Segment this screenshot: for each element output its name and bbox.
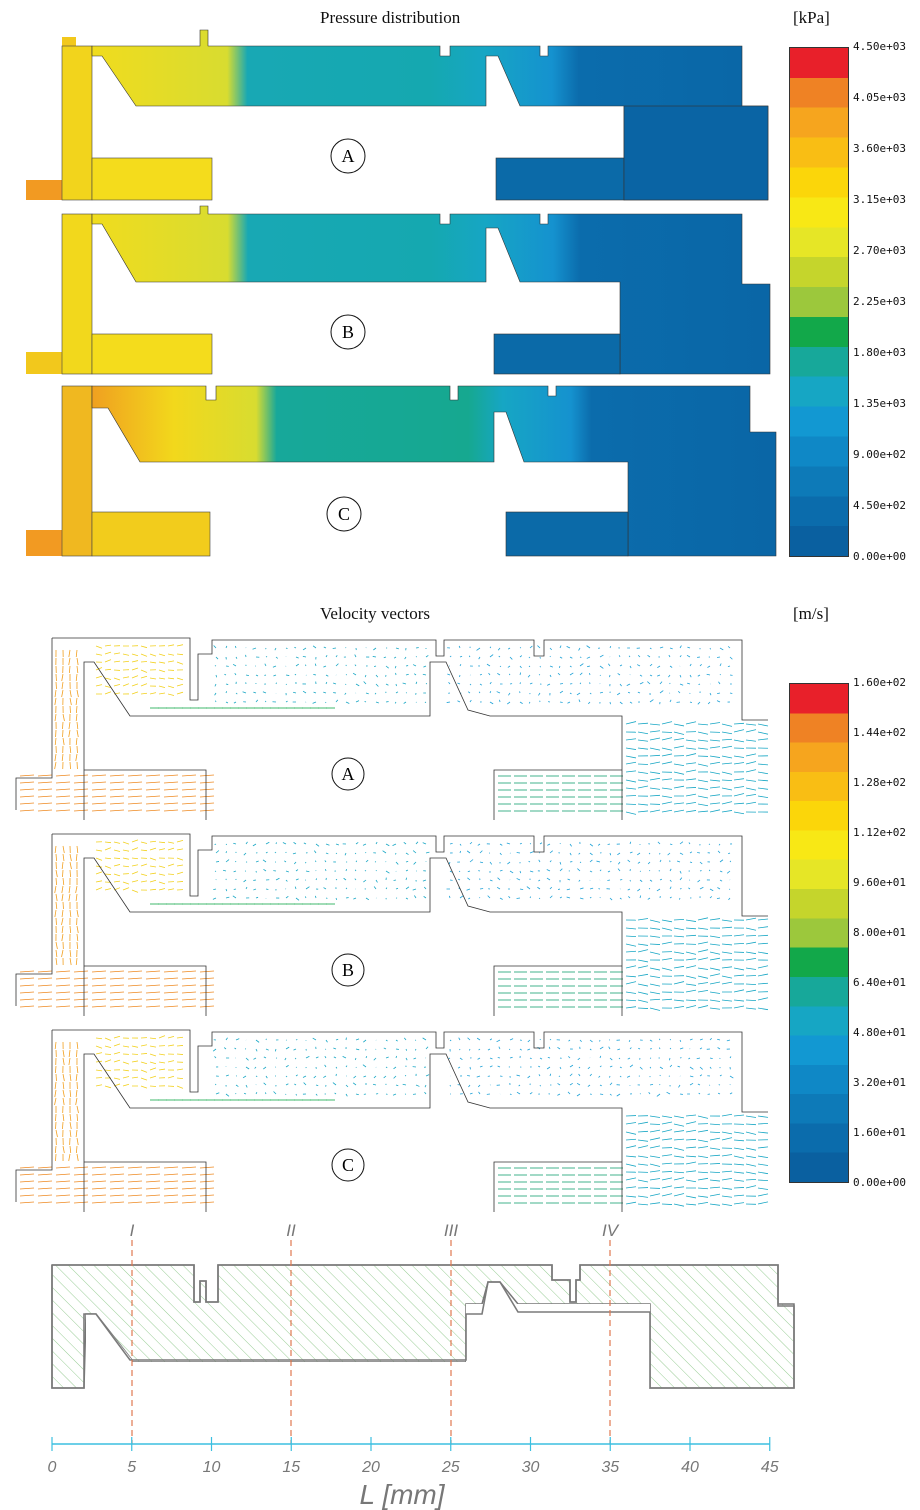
velocity-colorbar [789,683,849,1183]
velocity-label-b: B [342,960,354,980]
axis-tick-label: 15 [282,1459,300,1476]
geometry-profile: I II III IV 0 5 10 15 20 25 30 35 40 45 L [mm] [48,1221,795,1510]
velocity-tick-label: 1.44e+02 [853,726,906,739]
velocity-tick-label: 1.28e+02 [853,776,906,789]
axis-tick-label: 35 [601,1459,619,1476]
pressure-tick-label: 2.25e+03 [853,295,906,308]
pressure-tick-label: 4.50e+03 [853,40,906,53]
velocity-label-c: C [342,1155,354,1175]
velocity-tick-label: 1.60e+02 [853,676,906,689]
velocity-tick-label: 0.00e+00 [853,1176,906,1189]
pressure-plot-a: A [26,29,769,201]
pressure-tick-label: 4.05e+03 [853,91,906,104]
axis-tick-label: 25 [441,1459,460,1476]
pressure-unit: [kPa] [793,8,830,27]
velocity-label-a: A [342,764,355,784]
pressure-plot-b: B [26,205,771,375]
pressure-contour-plots: A B C [26,29,777,557]
velocity-tick-label: 6.40e+01 [853,976,906,989]
section-label: II [286,1221,296,1240]
pressure-label-c: C [338,504,350,524]
velocity-tick-label: 4.80e+01 [853,1026,906,1039]
axis-tick-label: 30 [522,1459,540,1476]
axis-tick-label: 5 [127,1459,136,1476]
axis-tick-label: 0 [48,1459,57,1476]
velocity-tick-label: 3.20e+01 [853,1076,906,1089]
axis-tick-label: 40 [681,1459,699,1476]
pressure-plot-c: C [26,385,777,557]
velocity-tick-label: 8.00e+01 [853,926,906,939]
velocity-tick-label: 1.60e+01 [853,1126,906,1139]
pressure-label-a: A [342,146,355,166]
pressure-tick-label: 3.60e+03 [853,142,906,155]
pressure-title: Pressure distribution [320,8,461,27]
section-label: IV [602,1221,620,1240]
axis-label: L [mm] [359,1479,445,1510]
velocity-vector-plots: A B C [15,637,769,1212]
pressure-tick-label: 2.70e+03 [853,244,906,257]
section-label: III [444,1221,458,1240]
axis-tick-label: 45 [761,1459,779,1476]
velocity-tick-label: 1.12e+02 [853,826,906,839]
pressure-colorbar [789,47,849,557]
section-label: I [130,1221,135,1240]
pressure-tick-label: 4.50e+02 [853,499,906,512]
pressure-tick-label: 1.35e+03 [853,397,906,410]
axis-tick-label: 10 [203,1459,221,1476]
velocity-unit: [m/s] [793,604,829,623]
pressure-tick-label: 9.00e+02 [853,448,906,461]
axis-tick-label: 20 [361,1459,380,1476]
velocity-title: Velocity vectors [320,604,430,623]
pressure-tick-label: 1.80e+03 [853,346,906,359]
pressure-tick-label: 3.15e+03 [853,193,906,206]
pressure-tick-label: 0.00e+00 [853,550,906,563]
pressure-label-b: B [342,322,354,342]
velocity-tick-label: 9.60e+01 [853,876,906,889]
